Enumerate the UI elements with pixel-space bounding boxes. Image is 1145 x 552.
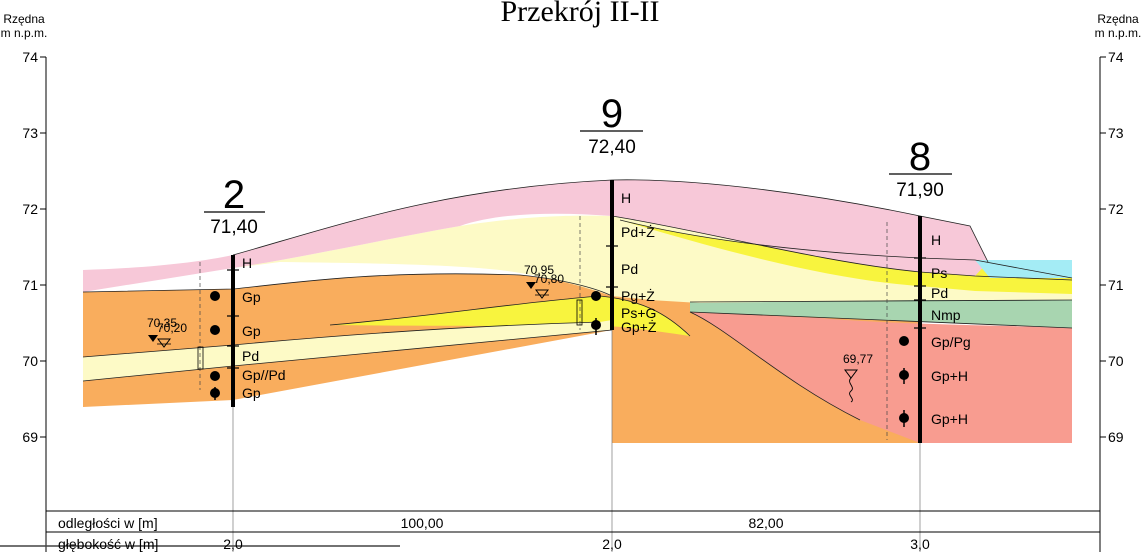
seepage-icon — [849, 377, 853, 403]
diagram-title: Przekrój II-II — [500, 0, 659, 28]
bh2-label-Gp2: Gp — [242, 323, 261, 339]
layer-h — [83, 179, 988, 292]
bh9-water-label-2: 70,80 — [534, 272, 564, 286]
geologic-layers — [83, 179, 1072, 443]
layer-pd-left — [83, 320, 612, 381]
water-level-bh8: 69,77 — [843, 352, 873, 403]
borehole-9-labels: H Pd+Ż Pd Pg+Ż Ps+G Gp+Ż — [621, 190, 657, 335]
left-axis-tick-labels: 74 73 72 71 70 69 — [22, 49, 38, 445]
bh8-label-Nmp: Nmp — [931, 307, 961, 323]
depth-bh8: 3,0 — [910, 536, 930, 552]
tick-label-74-right: 74 — [1108, 49, 1124, 65]
bh9-label-PgZ: Pg+Ż — [621, 287, 655, 304]
bh2-elevation: 71,40 — [210, 217, 258, 238]
tick-label-73: 73 — [22, 125, 38, 141]
right-axis-label-line2: m n.p.m. — [1095, 26, 1142, 40]
borehole-columns — [231, 180, 922, 443]
tick-label-71: 71 — [22, 277, 38, 293]
left-axis-label-line1: Rzędna — [3, 12, 45, 26]
bh8-elevation: 71,90 — [896, 180, 944, 201]
bh2-label-H: H — [242, 255, 252, 271]
bh9-water-label-1: 70,95 — [524, 263, 554, 277]
bh9-label-H: H — [621, 190, 631, 206]
layer-gp-h — [690, 312, 1072, 443]
bh9-label-GpZ: Gp+Ż — [621, 318, 657, 335]
left-axis-ticks — [40, 56, 46, 438]
bh9-number: 9 — [601, 92, 623, 136]
tick-label-74: 74 — [22, 49, 38, 65]
water-table-icon — [844, 369, 858, 379]
borehole-tick-marks — [227, 245, 926, 369]
water-level-bh2: 70,35 70,20 — [147, 316, 187, 348]
tick-label-69: 69 — [22, 429, 38, 445]
bh8-label-GpH1: Gp+H — [931, 368, 968, 384]
bh8-water-label: 69,77 — [843, 352, 873, 366]
bh9-label-PdZ: Pd+Ż — [621, 223, 655, 240]
bh8-label-GpH2: Gp+H — [931, 411, 968, 427]
bh9-label-Pd: Pd — [621, 261, 638, 277]
left-axis-label-line2: m n.p.m. — [1, 26, 48, 40]
depth-bh9: 2,0 — [602, 536, 622, 552]
tick-label-70-right: 70 — [1108, 353, 1124, 369]
distance-2: 82,00 — [748, 515, 783, 531]
layer-pd-center — [233, 215, 612, 296]
bh2-label-Gp3: Gp — [242, 385, 261, 401]
table-row2-label: głębokość w [m] — [58, 536, 158, 552]
right-axis-ticks — [1100, 56, 1106, 438]
tick-label-72-right: 72 — [1108, 201, 1124, 217]
bh2-label-Pd: Pd — [242, 348, 259, 364]
water-table-icon — [535, 289, 549, 299]
borehole-2-labels: H Gp Gp Pd Gp//Pd Gp — [242, 255, 286, 401]
borehole-8-labels: H Ps Pd Nmp Gp/Pg Gp+H Gp+H — [931, 232, 971, 427]
borehole-9-header: 9 72,40 — [580, 92, 643, 158]
bh2-water-label-2: 70,20 — [157, 321, 187, 335]
bh8-label-H: H — [931, 232, 941, 248]
tick-label-73-right: 73 — [1108, 125, 1124, 141]
bh8-label-Pd: Pd — [931, 285, 948, 301]
bh2-water-label-1: 70,35 — [147, 316, 177, 330]
water-table-icon — [148, 335, 158, 342]
distance-1: 100,00 — [401, 515, 444, 531]
bh2-label-GpPd: Gp//Pd — [242, 367, 286, 383]
bh8-label-Ps: Ps — [931, 265, 947, 281]
bh8-label-GpPg: Gp/Pg — [931, 334, 971, 350]
right-axis-tick-labels: 74 73 72 71 70 69 — [1108, 49, 1124, 445]
tick-label-72: 72 — [22, 201, 38, 217]
borehole-8-header: 8 71,90 — [889, 135, 952, 201]
table-row1-label: odległości w [m] — [58, 515, 158, 531]
depth-bh2: 2,0 — [223, 536, 243, 552]
tick-label-71-right: 71 — [1108, 277, 1124, 293]
filter-markers — [197, 299, 583, 370]
layer-nmp — [690, 300, 1072, 328]
tick-label-70: 70 — [22, 353, 38, 369]
sample-markers — [210, 291, 909, 427]
tick-label-69-right: 69 — [1108, 429, 1124, 445]
bh8-number: 8 — [909, 135, 931, 179]
bh2-number: 2 — [223, 173, 245, 217]
bh2-label-Gp1: Gp — [242, 289, 261, 305]
right-axis-label-line1: Rzędna — [1097, 12, 1139, 26]
water-table-icon — [526, 282, 536, 289]
borehole-2-header: 2 71,40 — [204, 173, 265, 238]
bh9-elevation: 72,40 — [588, 137, 636, 158]
bh9-label-PsG: Ps+G — [621, 305, 656, 321]
water-table-icon — [157, 338, 171, 348]
bottom-table: odległości w [m] 100,00 82,00 głębokość … — [0, 510, 1100, 552]
water-level-bh9: 70,95 70,80 — [524, 263, 564, 299]
